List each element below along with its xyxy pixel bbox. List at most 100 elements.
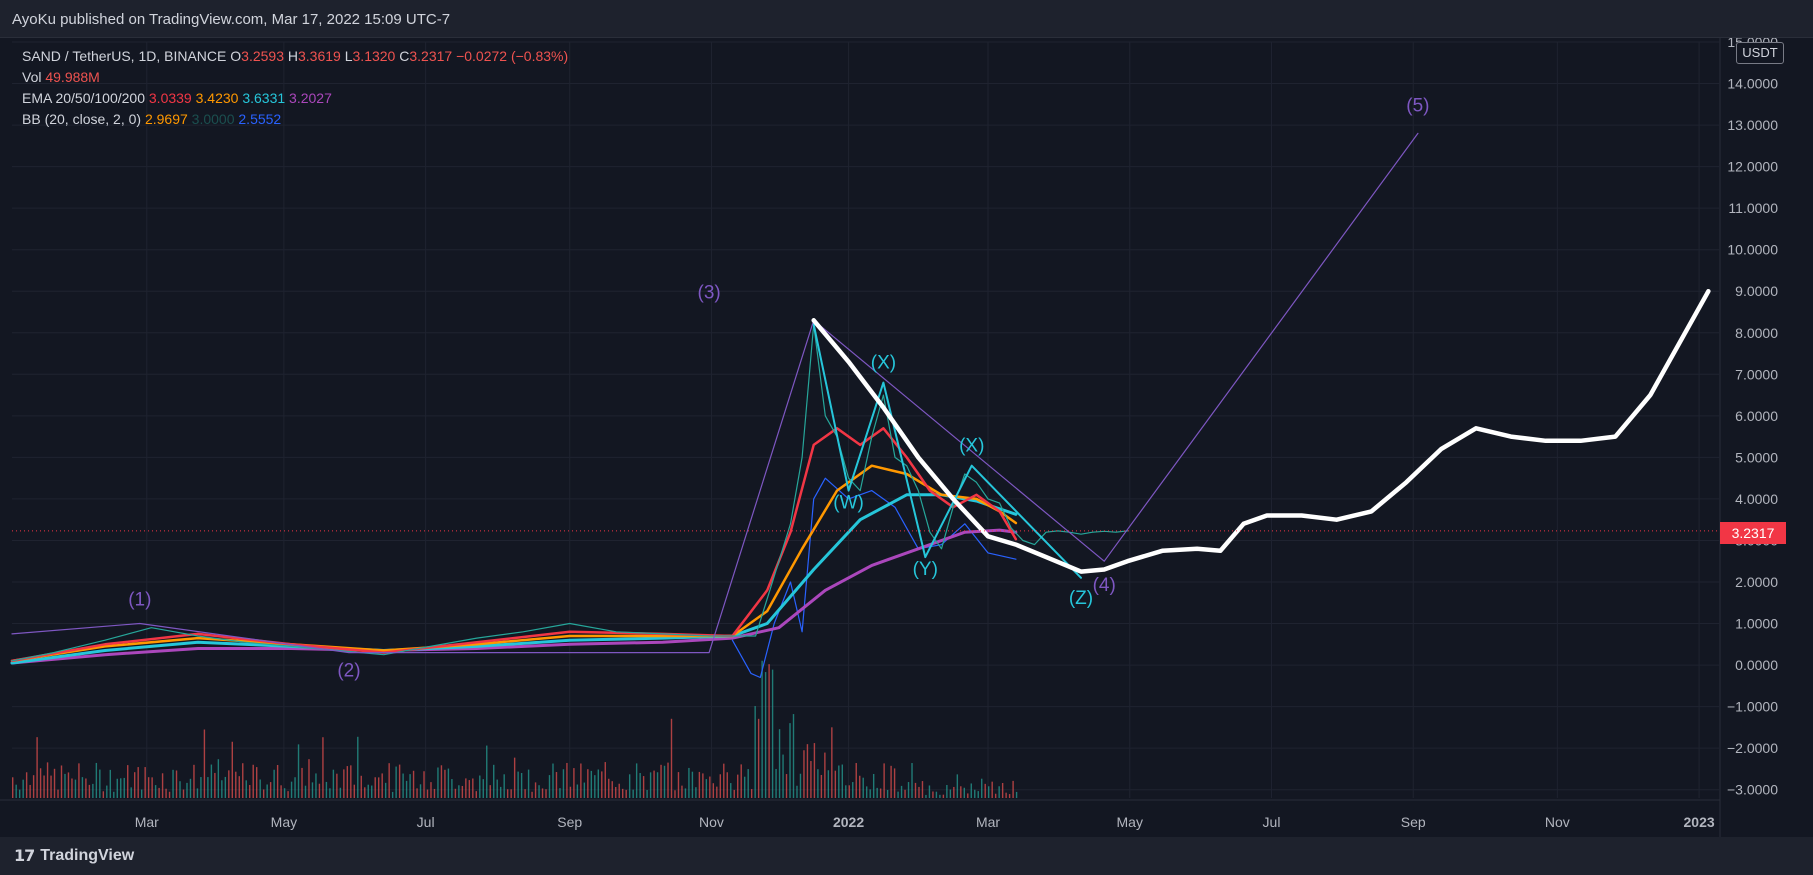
y-tick-label: 2.0000 (1735, 574, 1778, 590)
volume-bar (207, 777, 209, 798)
volume-bar (670, 718, 673, 798)
volume-bar (489, 785, 491, 798)
impulse-wave-label: (5) (1406, 95, 1429, 116)
volume-bar (283, 788, 286, 798)
x-tick-label: Jul (1263, 814, 1281, 830)
volume-bar (423, 771, 425, 798)
footer-bar: 17 TradingView (0, 837, 1813, 875)
volume-bar (437, 767, 439, 798)
volume-bar (733, 789, 735, 798)
publisher-text: AyoKu published on TradingView.com, Mar … (12, 11, 451, 28)
volume-bar (203, 729, 206, 798)
legend-ema-row: EMA 20/50/100/200 3.0339 3.4230 3.6331 3… (22, 88, 568, 109)
volume-bar (221, 780, 223, 798)
volume-bar (775, 768, 777, 798)
volume-bar (325, 781, 328, 798)
volume-bar (189, 778, 192, 798)
forecast-path (811, 288, 1711, 574)
volume-bar (622, 788, 624, 798)
volume-bar (175, 770, 178, 798)
volume-label[interactable]: Vol (22, 69, 42, 85)
volume-bar (876, 787, 878, 798)
volume-bar (834, 770, 837, 798)
volume-bar (517, 771, 519, 798)
volume-bar (482, 779, 484, 798)
volume-bar (946, 784, 948, 798)
volume-bar (935, 791, 938, 798)
volume-bar (890, 765, 892, 798)
volume-bar (761, 660, 763, 798)
volume-bar (416, 788, 418, 798)
volume-bar (193, 764, 195, 798)
volume-bar (137, 767, 139, 798)
price-chart[interactable]: 15.000014.000013.000012.000011.000010.00… (0, 38, 1813, 837)
volume-bar (590, 770, 593, 798)
volume-bar (587, 769, 589, 798)
volume-bar (862, 777, 864, 798)
volume-bar (541, 788, 544, 798)
volume-bar (667, 762, 669, 798)
y-tick-label: 5.0000 (1735, 449, 1778, 465)
volume-bar (308, 759, 310, 798)
volume-bar (914, 782, 917, 798)
volume-bar (60, 765, 63, 798)
volume-bar (67, 772, 70, 798)
chart-legend: SAND / TetherUS, 1D, BINANCE O3.2593 H3.… (22, 46, 568, 130)
volume-bar (555, 772, 558, 798)
volume-bar (663, 765, 666, 798)
volume-bar (391, 791, 394, 798)
volume-bar (371, 785, 373, 798)
volume-bar (688, 767, 690, 798)
volume-bar (552, 763, 554, 798)
volume-bar (527, 769, 530, 798)
volume-bar (782, 754, 784, 798)
volume-bar (217, 759, 220, 798)
currency-unit-button[interactable]: USDT (1736, 42, 1784, 64)
volume-bar (1008, 794, 1011, 798)
volume-bar (479, 775, 481, 798)
volume-bar (824, 752, 826, 798)
symbol-name[interactable]: SAND / TetherUS, 1D, BINANCE (22, 48, 227, 64)
volume-bar (576, 784, 579, 798)
volume-bar (897, 791, 899, 798)
volume-bar (395, 766, 397, 798)
ema-label[interactable]: EMA 20/50/100/200 (22, 90, 145, 106)
x-tick-label: May (1117, 814, 1143, 830)
volume-bar (872, 773, 875, 798)
volume-bar (998, 786, 1000, 798)
volume-bar (343, 769, 345, 798)
volume-bar (754, 706, 756, 798)
volume-bar (301, 767, 303, 798)
volume-bar (907, 782, 910, 798)
volume-bar (750, 789, 753, 798)
volume-bar (297, 744, 300, 798)
volume-bar (245, 780, 247, 798)
volume-bar (977, 791, 979, 798)
volume-bar (618, 783, 620, 798)
volume-bar (95, 762, 98, 798)
volume-bar (332, 769, 335, 798)
volume-bar (789, 723, 791, 798)
volume-bar (238, 776, 240, 798)
volume-bar (806, 744, 809, 798)
volume-bar (419, 784, 422, 798)
volume-bar (771, 669, 774, 798)
volume-bar (304, 785, 307, 798)
x-tick-label: 2022 (833, 814, 864, 830)
volume-bar (792, 714, 795, 798)
tradingview-brand[interactable]: 17 TradingView (14, 846, 134, 865)
bb-label[interactable]: BB (20, close, 2, 0) (22, 111, 142, 127)
volume-bar (597, 769, 599, 798)
volume-bar (493, 764, 495, 798)
volume-bar (140, 789, 143, 798)
volume-bar (900, 785, 903, 798)
x-tick-label: Mar (976, 814, 1000, 830)
volume-bar (660, 764, 662, 798)
ema200-value: 3.2027 (289, 90, 332, 106)
volume-bar (534, 782, 537, 798)
bb-upper-value: 3.0000 (191, 111, 235, 127)
volume-bar (78, 763, 80, 798)
volume-bar (886, 789, 889, 798)
volume-bar (566, 762, 568, 798)
volume-bar (25, 772, 28, 798)
